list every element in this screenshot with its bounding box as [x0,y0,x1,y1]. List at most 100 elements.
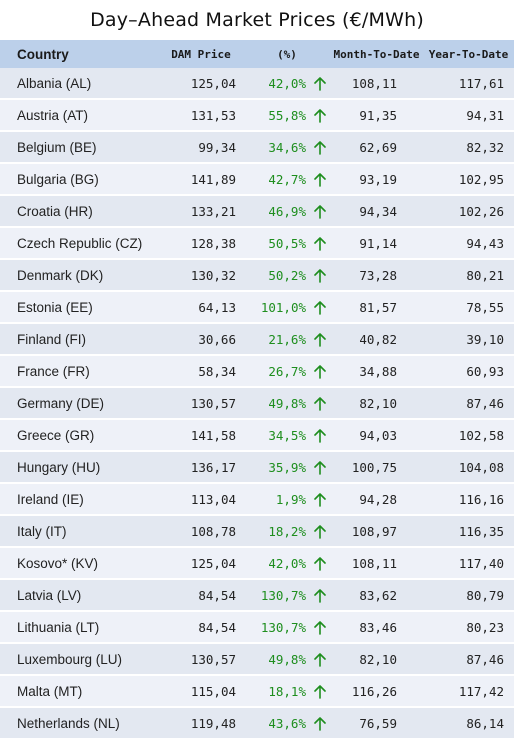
country-cell: Belgium (BE) [0,132,158,164]
trend-cell [308,516,330,548]
dam-price-cell: 128,38 [158,228,244,260]
percent-change-cell: 42,7% [244,164,308,196]
up-arrow-icon [314,76,326,91]
table-header-row: Country DAM Price (%) Month-To-Date Year… [0,40,514,68]
column-header-year-to-date[interactable]: Year-To-Date [423,40,514,68]
percent-change-cell: 18,1% [244,676,308,708]
country-cell: Germany (DE) [0,388,158,420]
table-row: Latvia (LV) 84,54 130,7% 83,62 80,79 [0,580,514,612]
up-arrow-icon [314,236,326,251]
table-row: Lithuania (LT) 84,54 130,7% 83,46 80,23 [0,612,514,644]
trend-cell [308,260,330,292]
dam-price-cell: 131,53 [158,100,244,132]
country-cell: Latvia (LV) [0,580,158,612]
table-row: Hungary (HU) 136,17 35,9% 100,75 104,08 [0,452,514,484]
table-row: Czech Republic (CZ) 128,38 50,5% 91,14 94,43 [0,228,514,260]
month-to-date-cell: 91,35 [330,100,423,132]
up-arrow-icon [314,332,326,347]
percent-change-cell: 42,0% [244,548,308,580]
trend-cell [308,580,330,612]
percent-change-cell: 21,6% [244,324,308,356]
page-title: Day–Ahead Market Prices (€/MWh) [90,9,424,31]
up-arrow-icon [314,492,326,507]
dam-price-cell: 133,21 [158,196,244,228]
up-arrow-icon [314,300,326,315]
month-to-date-cell: 83,62 [330,580,423,612]
month-to-date-cell: 76,59 [330,708,423,740]
table-row: Luxembourg (LU) 130,57 49,8% 82,10 87,46 [0,644,514,676]
year-to-date-cell: 94,43 [423,228,514,260]
percent-change-cell: 43,6% [244,708,308,740]
percent-change-cell: 46,9% [244,196,308,228]
dam-price-cell: 99,34 [158,132,244,164]
dam-price-cell: 141,89 [158,164,244,196]
up-arrow-icon [314,524,326,539]
country-cell: France (FR) [0,356,158,388]
country-cell: Lithuania (LT) [0,612,158,644]
dam-price-cell: 115,04 [158,676,244,708]
month-to-date-cell: 81,57 [330,292,423,324]
country-cell: Albania (AL) [0,68,158,100]
trend-cell [308,676,330,708]
table-row: Belgium (BE) 99,34 34,6% 62,69 82,32 [0,132,514,164]
table-row: Malta (MT) 115,04 18,1% 116,26 117,42 [0,676,514,708]
month-to-date-cell: 108,11 [330,548,423,580]
prices-table: Country DAM Price (%) Month-To-Date Year… [0,40,514,740]
percent-change-cell: 49,8% [244,388,308,420]
trend-cell [308,420,330,452]
dam-price-cell: 30,66 [158,324,244,356]
dam-price-cell: 64,13 [158,292,244,324]
dam-price-cell: 119,48 [158,708,244,740]
up-arrow-icon [314,588,326,603]
dam-price-cell: 58,34 [158,356,244,388]
percent-change-cell: 50,5% [244,228,308,260]
up-arrow-icon [314,396,326,411]
country-cell: Ireland (IE) [0,484,158,516]
column-header-dam-price[interactable]: DAM Price [158,40,244,68]
month-to-date-cell: 40,82 [330,324,423,356]
percent-change-cell: 101,0% [244,292,308,324]
up-arrow-icon [314,684,326,699]
trend-cell [308,100,330,132]
year-to-date-cell: 80,21 [423,260,514,292]
trend-cell [308,132,330,164]
percent-change-cell: 26,7% [244,356,308,388]
dam-price-cell: 125,04 [158,68,244,100]
month-to-date-cell: 34,88 [330,356,423,388]
dam-price-cell: 130,32 [158,260,244,292]
table-row: Germany (DE) 130,57 49,8% 82,10 87,46 [0,388,514,420]
column-header-percent[interactable]: (%) [244,40,330,68]
country-cell: Malta (MT) [0,676,158,708]
year-to-date-cell: 39,10 [423,324,514,356]
year-to-date-cell: 117,61 [423,68,514,100]
up-arrow-icon [314,108,326,123]
dam-price-cell: 136,17 [158,452,244,484]
country-cell: Austria (AT) [0,100,158,132]
up-arrow-icon [314,556,326,571]
dam-price-cell: 84,54 [158,580,244,612]
country-cell: Bulgaria (BG) [0,164,158,196]
percent-change-cell: 42,0% [244,68,308,100]
trend-cell [308,644,330,676]
country-cell: Netherlands (NL) [0,708,158,740]
year-to-date-cell: 104,08 [423,452,514,484]
month-to-date-cell: 116,26 [330,676,423,708]
trend-cell [308,388,330,420]
dam-price-cell: 84,54 [158,612,244,644]
column-header-month-to-date[interactable]: Month-To-Date [330,40,423,68]
month-to-date-cell: 93,19 [330,164,423,196]
trend-cell [308,164,330,196]
up-arrow-icon [314,460,326,475]
year-to-date-cell: 60,93 [423,356,514,388]
month-to-date-cell: 94,03 [330,420,423,452]
dam-price-cell: 108,78 [158,516,244,548]
country-cell: Finland (FI) [0,324,158,356]
percent-change-cell: 35,9% [244,452,308,484]
up-arrow-icon [314,652,326,667]
up-arrow-icon [314,268,326,283]
dam-price-cell: 130,57 [158,388,244,420]
country-cell: Croatia (HR) [0,196,158,228]
column-header-country[interactable]: Country [0,40,158,68]
year-to-date-cell: 78,55 [423,292,514,324]
trend-cell [308,484,330,516]
